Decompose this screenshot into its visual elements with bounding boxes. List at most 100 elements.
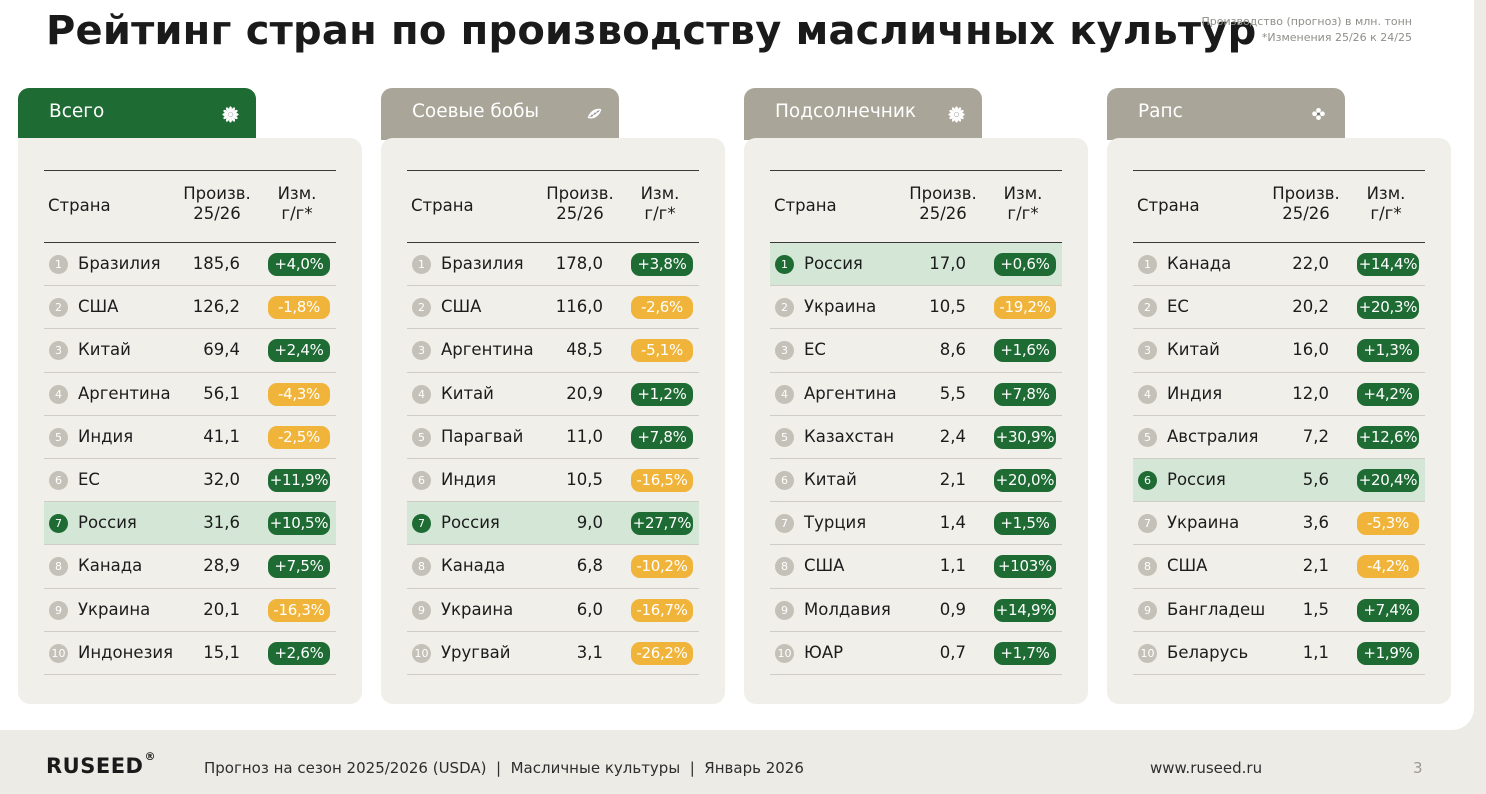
production-value: 11,0 [566,426,603,446]
rank-badge: 9 [1138,600,1157,620]
country-name: Украина [441,599,514,619]
country-name: Индия [441,469,497,489]
table-row: 9 Украина 6,0 -16,7% [407,589,699,632]
country-name: Аргентина [78,383,171,403]
country-name: Россия [804,254,863,273]
change-badge: -10,2% [631,555,693,579]
header-country: Страна [774,196,837,215]
change-badge: -16,3% [268,598,330,622]
production-value: 20,9 [566,383,603,403]
country-name: Парагвай [441,426,524,446]
rank-badge: 5 [1138,427,1157,447]
panel-4: Рапс Страна Произв. 25/26 Изм. г/г* 1 Канада 22,… [1107,88,1451,704]
tab-4[interactable]: Рапс [1107,88,1345,140]
country-name: Украина [78,599,151,619]
header-change-line1: Изм. [1003,184,1043,203]
change-badge: +7,8% [994,382,1056,406]
table-row: 3 ЕС 8,6 +1,6% [770,329,1062,373]
header-production-line2: 25/26 [919,204,967,223]
country-name: США [804,556,845,576]
change-badge: -16,7% [631,598,693,622]
sunflower-icon [948,106,965,123]
table-row: 6 Индия 10,5 -16,5% [407,459,699,503]
table-row: 1 Бразилия 178,0 +3,8% [407,243,699,287]
table-row: 1 Россия 17,0 +0,6% [770,243,1062,287]
tab-label: Всего [49,101,105,122]
rank-badge: 1 [49,255,68,274]
table-row: 4 Аргентина 5,5 +7,8% [770,373,1062,416]
tab-label: Соевые бобы [412,101,540,122]
tab-2[interactable]: Соевые бобы [381,88,619,140]
production-value: 5,5 [939,383,966,403]
change-badge: -1,8% [268,296,330,320]
country-name: Канада [441,556,506,576]
rank-badge: 7 [1138,514,1157,534]
table-row: 6 ЕС 32,0 +11,9% [44,459,336,503]
tab-1[interactable]: Всего [18,88,256,140]
change-badge: +7,5% [268,555,330,579]
ranking-table: Страна Произв. 25/26 Изм. г/г* 1 Россия 17,0 +0,… [770,170,1062,675]
tab-3[interactable]: Подсолнечник [744,88,982,140]
production-value: 1,5 [1302,599,1329,619]
table-row: 5 Казахстан 2,4 +30,9% [770,416,1062,459]
country-name: ЕС [804,340,826,360]
table-row: 5 Индия 41,1 -2,5% [44,416,336,459]
production-value: 32,0 [203,469,240,489]
header-production-line1: Произв. [183,184,251,203]
production-value: 12,0 [1292,383,1329,403]
rank-badge: 10 [412,643,431,663]
rank-badge: 2 [775,298,794,318]
units-note-line1: Производство (прогноз) в млн. тонн [1201,15,1412,28]
footer-url-link[interactable]: www.ruseed.ru [1150,759,1263,777]
change-badge: +14,4% [1357,253,1419,276]
production-value: 185,6 [192,254,240,273]
rank-badge: 7 [49,514,68,534]
production-value: 1,1 [939,556,966,576]
panel-3: Подсолнечник Страна Произв. 25/26 Изм. г/г* 1 Р… [744,88,1088,704]
table-row: 2 США 126,2 -1,8% [44,286,336,330]
table-row: 2 США 116,0 -2,6% [407,286,699,330]
rapeseed-flower-icon [1311,106,1328,123]
production-value: 16,0 [1292,340,1329,360]
production-value: 3,6 [1302,513,1329,533]
change-badge: -5,3% [1357,512,1419,536]
rank-badge: 7 [775,514,794,534]
header-production: Произв. 25/26 [180,184,254,224]
change-badge: +1,6% [994,339,1056,363]
header-country: Страна [411,196,474,215]
change-badge: +20,0% [994,468,1056,492]
country-name: Китай [441,383,494,403]
header-country: Страна [1137,196,1200,215]
rank-badge: 2 [49,298,68,318]
production-value: 56,1 [203,383,240,403]
page-title: Рейтинг стран по производству масличных … [46,8,1257,54]
production-value: 15,1 [203,642,240,662]
rank-badge: 3 [49,341,68,361]
ranking-card: Страна Произв. 25/26 Изм. г/г* 1 Россия 17,0 +0,… [744,138,1088,704]
change-badge: +1,2% [631,382,693,406]
rank-badge: 7 [412,514,431,534]
header-change: Изм. г/г* [270,184,324,224]
production-value: 2,1 [939,469,966,489]
rank-badge: 10 [49,643,68,663]
ranking-card: Страна Произв. 25/26 Изм. г/г* 1 Бразилия 178,0… [381,138,725,704]
table-row: 1 Бразилия 185,6 +4,0% [44,243,336,287]
change-badge: -5,1% [631,339,693,363]
header-production-line2: 25/26 [1282,204,1330,223]
rank-badge: 4 [775,384,794,404]
change-badge: -26,2% [631,641,693,665]
header-production: Произв. 25/26 [543,184,617,224]
header-change: Изм. г/г* [633,184,687,224]
table-row: 8 Канада 6,8 -10,2% [407,545,699,589]
header-production: Произв. 25/26 [1269,184,1343,224]
country-name: Индия [1167,383,1223,403]
production-value: 178,0 [555,254,603,273]
header-production: Произв. 25/26 [906,184,980,224]
change-badge: +14,9% [994,598,1056,622]
rank-badge: 1 [775,255,794,274]
header-change-line2: г/г* [644,204,676,223]
country-name: Канада [78,556,143,576]
table-row: 7 Турция 1,4 +1,5% [770,502,1062,546]
change-badge: -4,2% [1357,555,1419,579]
country-name: Аргентина [441,340,534,360]
